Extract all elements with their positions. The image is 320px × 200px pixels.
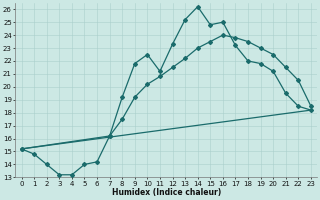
X-axis label: Humidex (Indice chaleur): Humidex (Indice chaleur) [112,188,221,197]
